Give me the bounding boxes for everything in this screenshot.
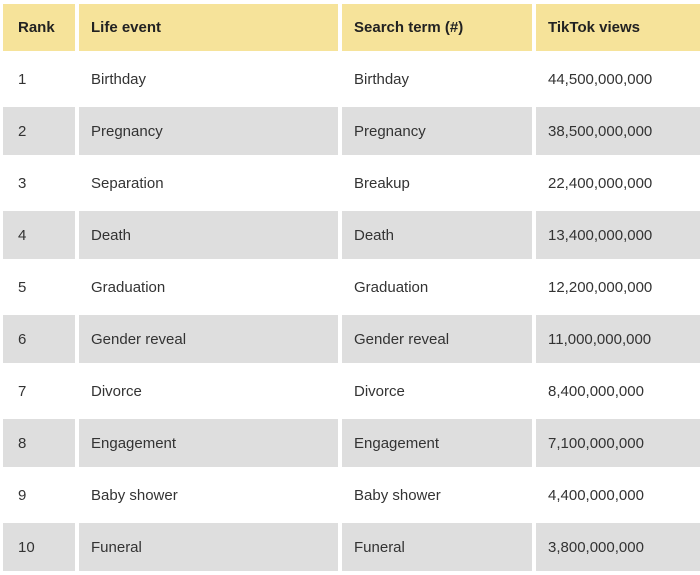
life-event-cell: Death — [79, 211, 338, 259]
search-term-cell: Funeral — [342, 523, 532, 571]
life-event-cell: Gender reveal — [79, 315, 338, 363]
tiktok-views-cell: 44,500,000,000 — [536, 55, 700, 103]
header-rank: Rank — [3, 4, 75, 51]
search-term-cell: Birthday — [342, 55, 532, 103]
tiktok-views-cell: 12,200,000,000 — [536, 263, 700, 311]
rank-cell: 8 — [3, 419, 75, 467]
table-row: 6 Gender reveal Gender reveal 11,000,000… — [3, 315, 700, 363]
search-term-cell: Baby shower — [342, 471, 532, 519]
life-event-cell: Birthday — [79, 55, 338, 103]
life-event-cell: Graduation — [79, 263, 338, 311]
search-term-cell: Death — [342, 211, 532, 259]
table-row: 5 Graduation Graduation 12,200,000,000 — [3, 263, 700, 311]
life-event-cell: Baby shower — [79, 471, 338, 519]
search-term-cell: Gender reveal — [342, 315, 532, 363]
table-row: 10 Funeral Funeral 3,800,000,000 — [3, 523, 700, 571]
tiktok-views-cell: 7,100,000,000 — [536, 419, 700, 467]
table-row: 2 Pregnancy Pregnancy 38,500,000,000 — [3, 107, 700, 155]
tiktok-views-cell: 8,400,000,000 — [536, 367, 700, 415]
tiktok-views-cell: 4,400,000,000 — [536, 471, 700, 519]
life-event-cell: Divorce — [79, 367, 338, 415]
rank-cell: 9 — [3, 471, 75, 519]
search-term-cell: Breakup — [342, 159, 532, 207]
rank-cell: 1 — [3, 55, 75, 103]
search-term-cell: Pregnancy — [342, 107, 532, 155]
tiktok-views-cell: 13,400,000,000 — [536, 211, 700, 259]
rank-cell: 7 — [3, 367, 75, 415]
rank-cell: 10 — [3, 523, 75, 571]
tiktok-views-cell: 22,400,000,000 — [536, 159, 700, 207]
rank-cell: 4 — [3, 211, 75, 259]
header-life-event: Life event — [79, 4, 338, 51]
rank-cell: 5 — [3, 263, 75, 311]
table-row: 7 Divorce Divorce 8,400,000,000 — [3, 367, 700, 415]
tiktok-views-cell: 3,800,000,000 — [536, 523, 700, 571]
table-row: 9 Baby shower Baby shower 4,400,000,000 — [3, 471, 700, 519]
search-term-cell: Divorce — [342, 367, 532, 415]
rank-cell: 3 — [3, 159, 75, 207]
tiktok-views-cell: 11,000,000,000 — [536, 315, 700, 363]
life-event-cell: Separation — [79, 159, 338, 207]
search-term-cell: Graduation — [342, 263, 532, 311]
table-row: 1 Birthday Birthday 44,500,000,000 — [3, 55, 700, 103]
life-event-cell: Funeral — [79, 523, 338, 571]
header-search-term: Search term (#) — [342, 4, 532, 51]
search-term-cell: Engagement — [342, 419, 532, 467]
rank-cell: 6 — [3, 315, 75, 363]
rank-cell: 2 — [3, 107, 75, 155]
life-event-cell: Engagement — [79, 419, 338, 467]
table-row: 4 Death Death 13,400,000,000 — [3, 211, 700, 259]
header-tiktok-views: TikTok views — [536, 4, 700, 51]
table-header-row: Rank Life event Search term (#) TikTok v… — [3, 4, 700, 51]
tiktok-views-cell: 38,500,000,000 — [536, 107, 700, 155]
life-event-cell: Pregnancy — [79, 107, 338, 155]
table-row: 8 Engagement Engagement 7,100,000,000 — [3, 419, 700, 467]
table-row: 3 Separation Breakup 22,400,000,000 — [3, 159, 700, 207]
